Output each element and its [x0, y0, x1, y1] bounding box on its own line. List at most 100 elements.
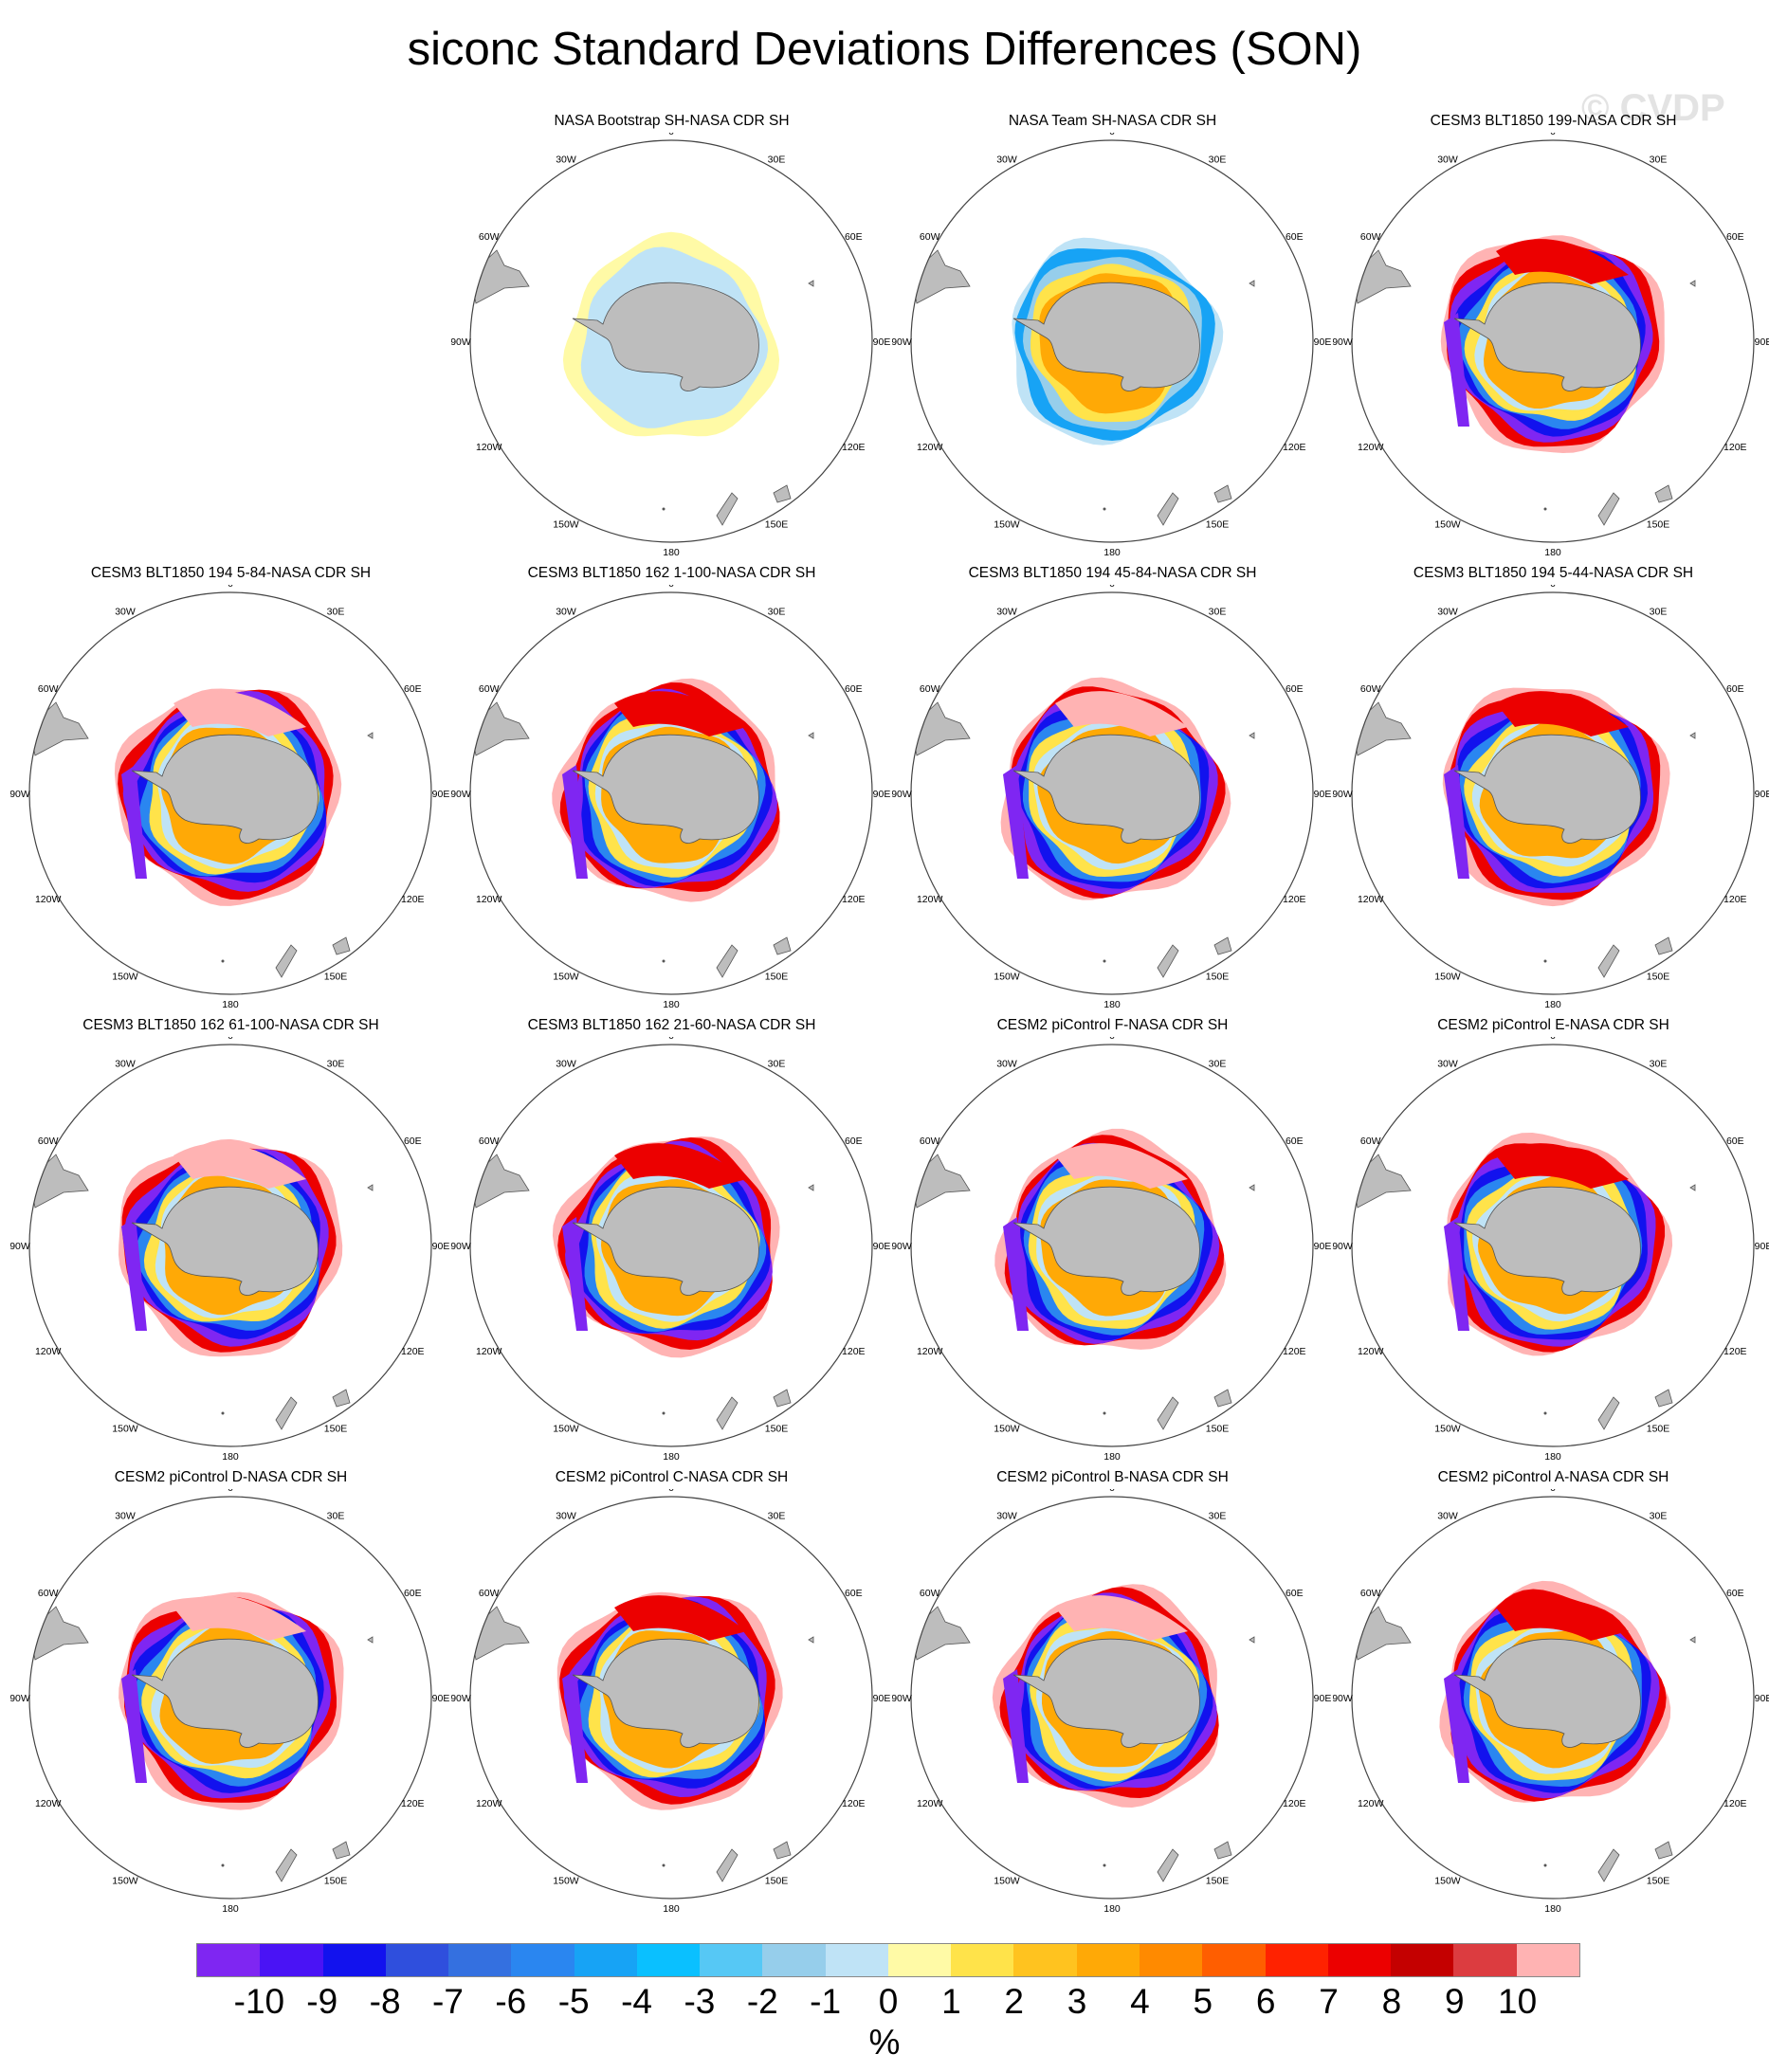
- island-marker: [1689, 280, 1696, 287]
- island-marker: [1103, 959, 1106, 963]
- polar-map: 0 30E 60E 90E 120E 150E 180 150W 120W 90W 60W 30W: [892, 1489, 1331, 1914]
- longitude-label: 150E: [1206, 1423, 1230, 1434]
- longitude-labels: 0 30E 60E 90E 120E 150E 180 150W 120W 90W 60W 30W: [1333, 585, 1769, 1009]
- colorbar-tick-label: -9: [306, 1982, 338, 2021]
- longitude-label: 60E: [404, 683, 422, 695]
- longitude-label: 90E: [1755, 336, 1769, 348]
- panel-title: CESM2 piControl F-NASA CDR SH: [996, 1017, 1229, 1033]
- colorbar-tick-label: 3: [1067, 1982, 1087, 2021]
- longitude-label: 60W: [920, 231, 940, 243]
- island-marker: [1103, 507, 1106, 511]
- longitude-label: 60W: [38, 1588, 59, 1599]
- longitude-label: 120E: [1723, 1798, 1747, 1809]
- map-border: [28, 1496, 432, 1899]
- tasmania: [773, 936, 792, 955]
- island-marker: [1103, 1863, 1106, 1867]
- map-border: [910, 1044, 1314, 1447]
- longitude-label: 30W: [115, 1511, 136, 1522]
- longitude-label: 180: [1544, 1451, 1561, 1462]
- polar-map: 0 30E 60E 90E 120E 150E 180 150W 120W 90W 60W 30W: [1333, 1489, 1769, 1914]
- longitude-label: 180: [1103, 547, 1121, 557]
- longitude-label: 120E: [842, 1346, 866, 1357]
- longitude-label: 150E: [765, 1423, 789, 1434]
- panel-title: CESM3 BLT1850 199-NASA CDR SH: [1430, 113, 1677, 129]
- antarctica-landmass: [1453, 282, 1641, 391]
- longitude-label: 120W: [1358, 1798, 1384, 1809]
- colorbar-swatch: [1013, 1944, 1077, 1976]
- longitude-label: 150E: [765, 1875, 789, 1886]
- longitude-label: 150W: [1434, 518, 1461, 530]
- antarctica-landmass: [1453, 1186, 1641, 1296]
- colorbar-swatch: [385, 1944, 449, 1976]
- colorbar-swatch: [322, 1944, 386, 1976]
- antarctica-landmass: [131, 1186, 319, 1296]
- map-panel: CESM3 BLT1850 194 5-44-NASA CDR SH 0 30E 60…: [1333, 564, 1769, 1009]
- longitude-label: 60E: [1286, 1588, 1304, 1599]
- longitude-labels: 0 30E 60E 90E 120E 150E 180 150W 120W 90W 60W 30W: [1333, 1489, 1769, 1914]
- island-marker: [1689, 1636, 1696, 1644]
- polar-map: 0 30E 60E 90E 120E 150E 180 150W 120W 90W 60W 30W: [10, 1489, 449, 1914]
- longitude-label: 0: [1109, 1489, 1115, 1494]
- antarctica-landmass: [1012, 1638, 1200, 1748]
- longitude-labels: 0 30E 60E 90E 120E 150E 180 150W 120W 90W 60W 30W: [451, 1037, 890, 1462]
- panel-title: CESM3 BLT1850 162 1-100-NASA CDR SH: [527, 565, 816, 581]
- colorbar-swatch: [448, 1944, 512, 1976]
- longitude-label: 60E: [845, 231, 863, 243]
- map-border: [1351, 1496, 1755, 1899]
- tasmania: [773, 1841, 792, 1860]
- longitude-label: 60W: [38, 683, 59, 695]
- longitude-labels: 0 30E 60E 90E 120E 150E 180 150W 120W 90W 60W 30W: [892, 1037, 1331, 1462]
- panel-title: CESM2 piControl C-NASA CDR SH: [555, 1469, 789, 1485]
- colorbar: [196, 1943, 1580, 1977]
- anomaly-patch: [1444, 1669, 1469, 1783]
- map-panel: CESM2 piControl E-NASA CDR SH 0 30E 60E 90E 1…: [1333, 1016, 1769, 1462]
- longitude-label: 90W: [892, 336, 912, 348]
- longitude-label: 120W: [1358, 894, 1384, 905]
- longitude-label: 150W: [112, 1875, 138, 1886]
- longitude-label: 90W: [451, 789, 471, 800]
- new-zealand: [1597, 1396, 1620, 1430]
- map-border: [910, 139, 1314, 543]
- longitude-label: 90E: [873, 1241, 891, 1252]
- longitude-label: 60W: [479, 1588, 500, 1599]
- longitude-labels: 0 30E 60E 90E 120E 150E 180 150W 120W 90W 60W 30W: [892, 133, 1331, 557]
- island-marker: [1543, 507, 1547, 511]
- longitude-label: 60E: [1726, 1588, 1744, 1599]
- colorbar-tick-label: -7: [432, 1982, 464, 2021]
- longitude-label: 60W: [38, 1136, 59, 1147]
- island-marker: [221, 1411, 225, 1415]
- colorbar-tick-label: 4: [1130, 1982, 1150, 2021]
- longitude-label: 150W: [553, 1423, 579, 1434]
- colorbar-swatch: [636, 1944, 701, 1976]
- longitude-label: 120W: [1358, 442, 1384, 453]
- polar-map: 0 30E 60E 90E 120E 150E 180 150W 120W 90W 60W 30W: [892, 585, 1331, 1009]
- anomaly-patch: [614, 1595, 747, 1641]
- longitude-labels: 0 30E 60E 90E 120E 150E 180 150W 120W 90W 60W 30W: [892, 585, 1331, 1009]
- map-border: [910, 1496, 1314, 1899]
- colorbar-swatch: [1516, 1944, 1579, 1976]
- longitude-label: 180: [1544, 547, 1561, 557]
- map-panel: CESM3 BLT1850 194 45-84-NASA CDR SH 0 30E 6…: [892, 564, 1333, 1009]
- island-marker: [1689, 1184, 1696, 1191]
- anomaly-patch: [614, 1143, 747, 1189]
- panel-title: CESM3 BLT1850 162 21-60-NASA CDR SH: [527, 1017, 816, 1033]
- longitude-label: 90W: [451, 336, 471, 348]
- longitude-label: 30E: [1650, 1059, 1668, 1070]
- longitude-label: 150W: [1434, 1875, 1461, 1886]
- longitude-label: 30E: [327, 607, 345, 618]
- longitude-label: 150W: [553, 971, 579, 982]
- longitude-label: 120W: [917, 1798, 943, 1809]
- antarctica-landmass: [572, 1186, 759, 1296]
- polar-map: 0 30E 60E 90E 120E 150E 180 150W 120W 90W 60W 30W: [451, 1037, 890, 1462]
- colorbar-swatch: [260, 1944, 323, 1976]
- map-border: [1351, 1044, 1755, 1447]
- new-zealand: [1157, 1396, 1179, 1430]
- tasmania: [332, 1841, 351, 1860]
- map-border: [28, 591, 432, 995]
- longitude-label: 150E: [765, 971, 789, 982]
- land: [29, 1606, 374, 1882]
- anomaly-patch: [562, 1217, 588, 1331]
- antarctica-landmass: [572, 1638, 759, 1748]
- new-zealand: [275, 1848, 298, 1882]
- longitude-label: 90W: [451, 1241, 471, 1252]
